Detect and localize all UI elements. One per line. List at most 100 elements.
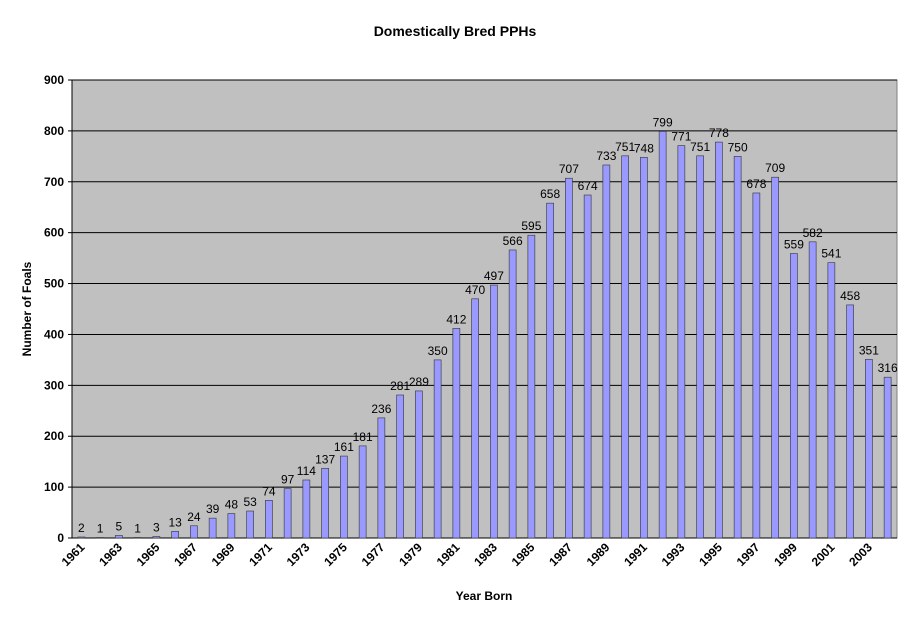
data-label: 799 bbox=[653, 115, 673, 129]
y-axis-label: Number of Foals bbox=[20, 261, 34, 356]
bar bbox=[846, 304, 854, 539]
data-label: 595 bbox=[521, 219, 541, 233]
bar bbox=[452, 328, 461, 539]
data-label: 351 bbox=[859, 343, 879, 357]
bar bbox=[527, 234, 536, 539]
data-label: 559 bbox=[784, 238, 804, 252]
bar bbox=[471, 298, 479, 539]
bar bbox=[377, 417, 386, 539]
x-tick-label: 1993 bbox=[659, 540, 688, 569]
x-tick-label: 2003 bbox=[846, 540, 875, 569]
data-label: 181 bbox=[353, 430, 373, 444]
data-label: 2 bbox=[78, 521, 85, 535]
data-label: 1 bbox=[134, 521, 141, 535]
data-label: 748 bbox=[634, 141, 654, 155]
x-tick-label: 1989 bbox=[584, 540, 613, 569]
x-tick-label: 1991 bbox=[621, 540, 650, 569]
x-tick-label: 1979 bbox=[396, 540, 425, 569]
bar bbox=[602, 164, 611, 539]
bar bbox=[433, 359, 442, 539]
x-tick-label: 1971 bbox=[246, 540, 275, 569]
data-label: 316 bbox=[878, 361, 898, 375]
data-label: 582 bbox=[803, 226, 823, 240]
data-label: 161 bbox=[334, 440, 354, 454]
bar bbox=[883, 376, 892, 539]
y-tick-label: 400 bbox=[44, 327, 64, 341]
x-tick-label: 1995 bbox=[696, 540, 725, 569]
bar bbox=[358, 445, 367, 539]
y-tick-label: 100 bbox=[44, 480, 64, 494]
bar bbox=[77, 536, 86, 539]
bar bbox=[265, 500, 273, 539]
x-tick-label: 1965 bbox=[134, 540, 163, 569]
y-tick-label: 200 bbox=[44, 429, 64, 443]
x-tick-label: 1981 bbox=[434, 540, 463, 569]
bar bbox=[546, 202, 554, 539]
data-label: 5 bbox=[116, 519, 123, 533]
data-label: 771 bbox=[671, 130, 691, 144]
x-tick-label: 1967 bbox=[171, 540, 200, 569]
data-label: 458 bbox=[840, 289, 860, 303]
bar bbox=[415, 390, 423, 539]
bar bbox=[190, 525, 198, 539]
y-tick-label: 900 bbox=[44, 73, 64, 87]
bar bbox=[733, 156, 742, 539]
data-label: 281 bbox=[390, 379, 410, 393]
data-label: 1 bbox=[97, 521, 104, 535]
data-label: 412 bbox=[446, 312, 466, 326]
bar bbox=[283, 488, 292, 539]
data-label: 53 bbox=[243, 495, 257, 509]
bar bbox=[790, 253, 798, 539]
y-tick-label: 300 bbox=[44, 378, 64, 392]
data-label: 74 bbox=[262, 484, 276, 498]
data-label: 24 bbox=[187, 510, 201, 524]
bar bbox=[827, 262, 836, 539]
x-axis-label: Year Born bbox=[456, 589, 513, 603]
bar bbox=[621, 155, 629, 539]
data-label: 13 bbox=[168, 515, 182, 529]
bar bbox=[208, 517, 217, 539]
data-label: 733 bbox=[596, 149, 616, 163]
bar bbox=[696, 155, 704, 539]
bar bbox=[583, 194, 592, 539]
data-label: 3 bbox=[153, 520, 160, 534]
bar bbox=[565, 177, 573, 539]
bar bbox=[640, 157, 648, 539]
data-label: 658 bbox=[540, 187, 560, 201]
bar bbox=[152, 536, 161, 539]
data-label: 289 bbox=[409, 375, 429, 389]
data-label: 678 bbox=[746, 177, 766, 191]
y-tick-label: 600 bbox=[44, 226, 64, 240]
bar bbox=[808, 241, 817, 539]
chart-title: Domestically Bred PPHs bbox=[374, 23, 537, 39]
x-tick-label: 1975 bbox=[321, 540, 350, 569]
data-label: 236 bbox=[371, 402, 391, 416]
bar bbox=[658, 131, 667, 539]
bar bbox=[96, 537, 104, 539]
data-label: 541 bbox=[821, 247, 841, 261]
data-label: 709 bbox=[765, 161, 785, 175]
x-tick-label: 1987 bbox=[546, 540, 575, 569]
x-tick-label: 1997 bbox=[734, 540, 763, 569]
data-label: 751 bbox=[690, 140, 710, 154]
bar bbox=[752, 192, 761, 539]
data-label: 707 bbox=[559, 162, 579, 176]
data-label: 751 bbox=[615, 140, 635, 154]
bar bbox=[133, 537, 142, 539]
x-tick-label: 1977 bbox=[359, 540, 388, 569]
data-label: 114 bbox=[297, 464, 316, 478]
bar bbox=[227, 513, 236, 539]
y-tick-label: 0 bbox=[57, 531, 64, 545]
bar bbox=[171, 531, 179, 539]
data-label: 750 bbox=[728, 140, 748, 154]
x-tick-label: 1985 bbox=[509, 540, 538, 569]
x-tick-label: 1999 bbox=[771, 540, 800, 569]
data-label: 137 bbox=[315, 452, 335, 466]
bar bbox=[340, 455, 348, 539]
bar bbox=[771, 176, 779, 539]
y-tick-label: 800 bbox=[44, 124, 64, 138]
bar bbox=[246, 510, 254, 539]
data-label: 778 bbox=[709, 126, 729, 140]
x-tick-label: 2001 bbox=[809, 540, 838, 569]
